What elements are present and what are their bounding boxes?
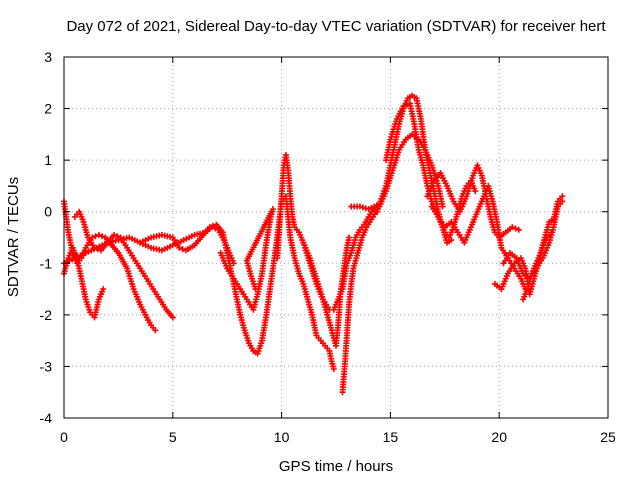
plot-frame bbox=[63, 56, 609, 419]
data-point-interp bbox=[362, 205, 369, 212]
y-tick-label: -1 bbox=[40, 255, 53, 271]
data-point-interp bbox=[359, 204, 366, 211]
y-tick-labels: -4 -3 -2 -1 0 1 2 3 bbox=[40, 49, 53, 426]
x-tick-label: 15 bbox=[383, 429, 399, 445]
x-tick-label: 20 bbox=[491, 429, 507, 445]
data-point bbox=[330, 366, 337, 373]
series-arc-8 bbox=[274, 193, 337, 373]
data-point-interp bbox=[179, 246, 186, 253]
data-point bbox=[176, 244, 183, 251]
data-point bbox=[152, 327, 159, 334]
data-point bbox=[346, 234, 353, 241]
data-points bbox=[61, 92, 566, 396]
y-tick-label: -3 bbox=[40, 358, 53, 374]
data-point bbox=[252, 286, 259, 293]
series-arc-9 bbox=[300, 206, 381, 313]
y-tick-label: 0 bbox=[44, 204, 52, 220]
y-axis-label: SDTVAR / TECUs bbox=[5, 177, 22, 297]
data-point bbox=[509, 224, 516, 231]
series-arc-3 bbox=[71, 208, 176, 321]
x-tick-labels: 0 5 10 15 20 25 bbox=[60, 429, 616, 445]
data-point bbox=[100, 286, 107, 293]
series-arc-14 bbox=[428, 182, 529, 293]
y-tick-label: -4 bbox=[40, 410, 53, 426]
x-tick-label: 10 bbox=[274, 429, 290, 445]
x-tick-label: 5 bbox=[169, 429, 177, 445]
chart-title: Day 072 of 2021, Sidereal Day-to-day VTE… bbox=[66, 18, 606, 35]
data-point-interp bbox=[512, 225, 519, 232]
series-arc-12 bbox=[383, 100, 479, 241]
data-point-interp bbox=[114, 233, 121, 240]
series-arc-5 bbox=[137, 221, 281, 357]
data-point bbox=[356, 203, 363, 210]
data-point-interp bbox=[92, 233, 99, 240]
y-tick-label: 3 bbox=[44, 49, 52, 65]
data-point bbox=[472, 188, 479, 195]
y-tick-label: 2 bbox=[44, 101, 52, 117]
data-point bbox=[559, 193, 566, 200]
data-point-interp bbox=[99, 233, 106, 240]
data-point bbox=[206, 224, 213, 231]
y-tick-label: -2 bbox=[40, 307, 53, 323]
data-point bbox=[515, 226, 522, 233]
x-tick-label: 0 bbox=[60, 429, 68, 445]
x-axis-label: GPS time / hours bbox=[279, 458, 393, 475]
data-point bbox=[439, 203, 446, 210]
data-point bbox=[400, 102, 407, 109]
data-point-interp bbox=[403, 101, 410, 108]
series-arc-17 bbox=[520, 193, 566, 303]
data-point bbox=[111, 231, 118, 238]
x-tick-label: 25 bbox=[600, 429, 616, 445]
data-point bbox=[95, 231, 102, 238]
series-arc-6 bbox=[217, 206, 276, 313]
axis-ticks bbox=[63, 56, 609, 419]
y-tick-label: 1 bbox=[44, 152, 52, 168]
data-point bbox=[169, 314, 176, 321]
